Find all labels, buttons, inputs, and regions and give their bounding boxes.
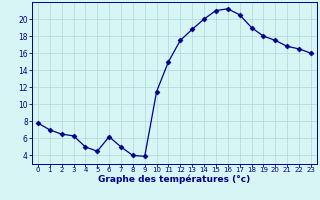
- X-axis label: Graphe des températures (°c): Graphe des températures (°c): [98, 175, 251, 184]
